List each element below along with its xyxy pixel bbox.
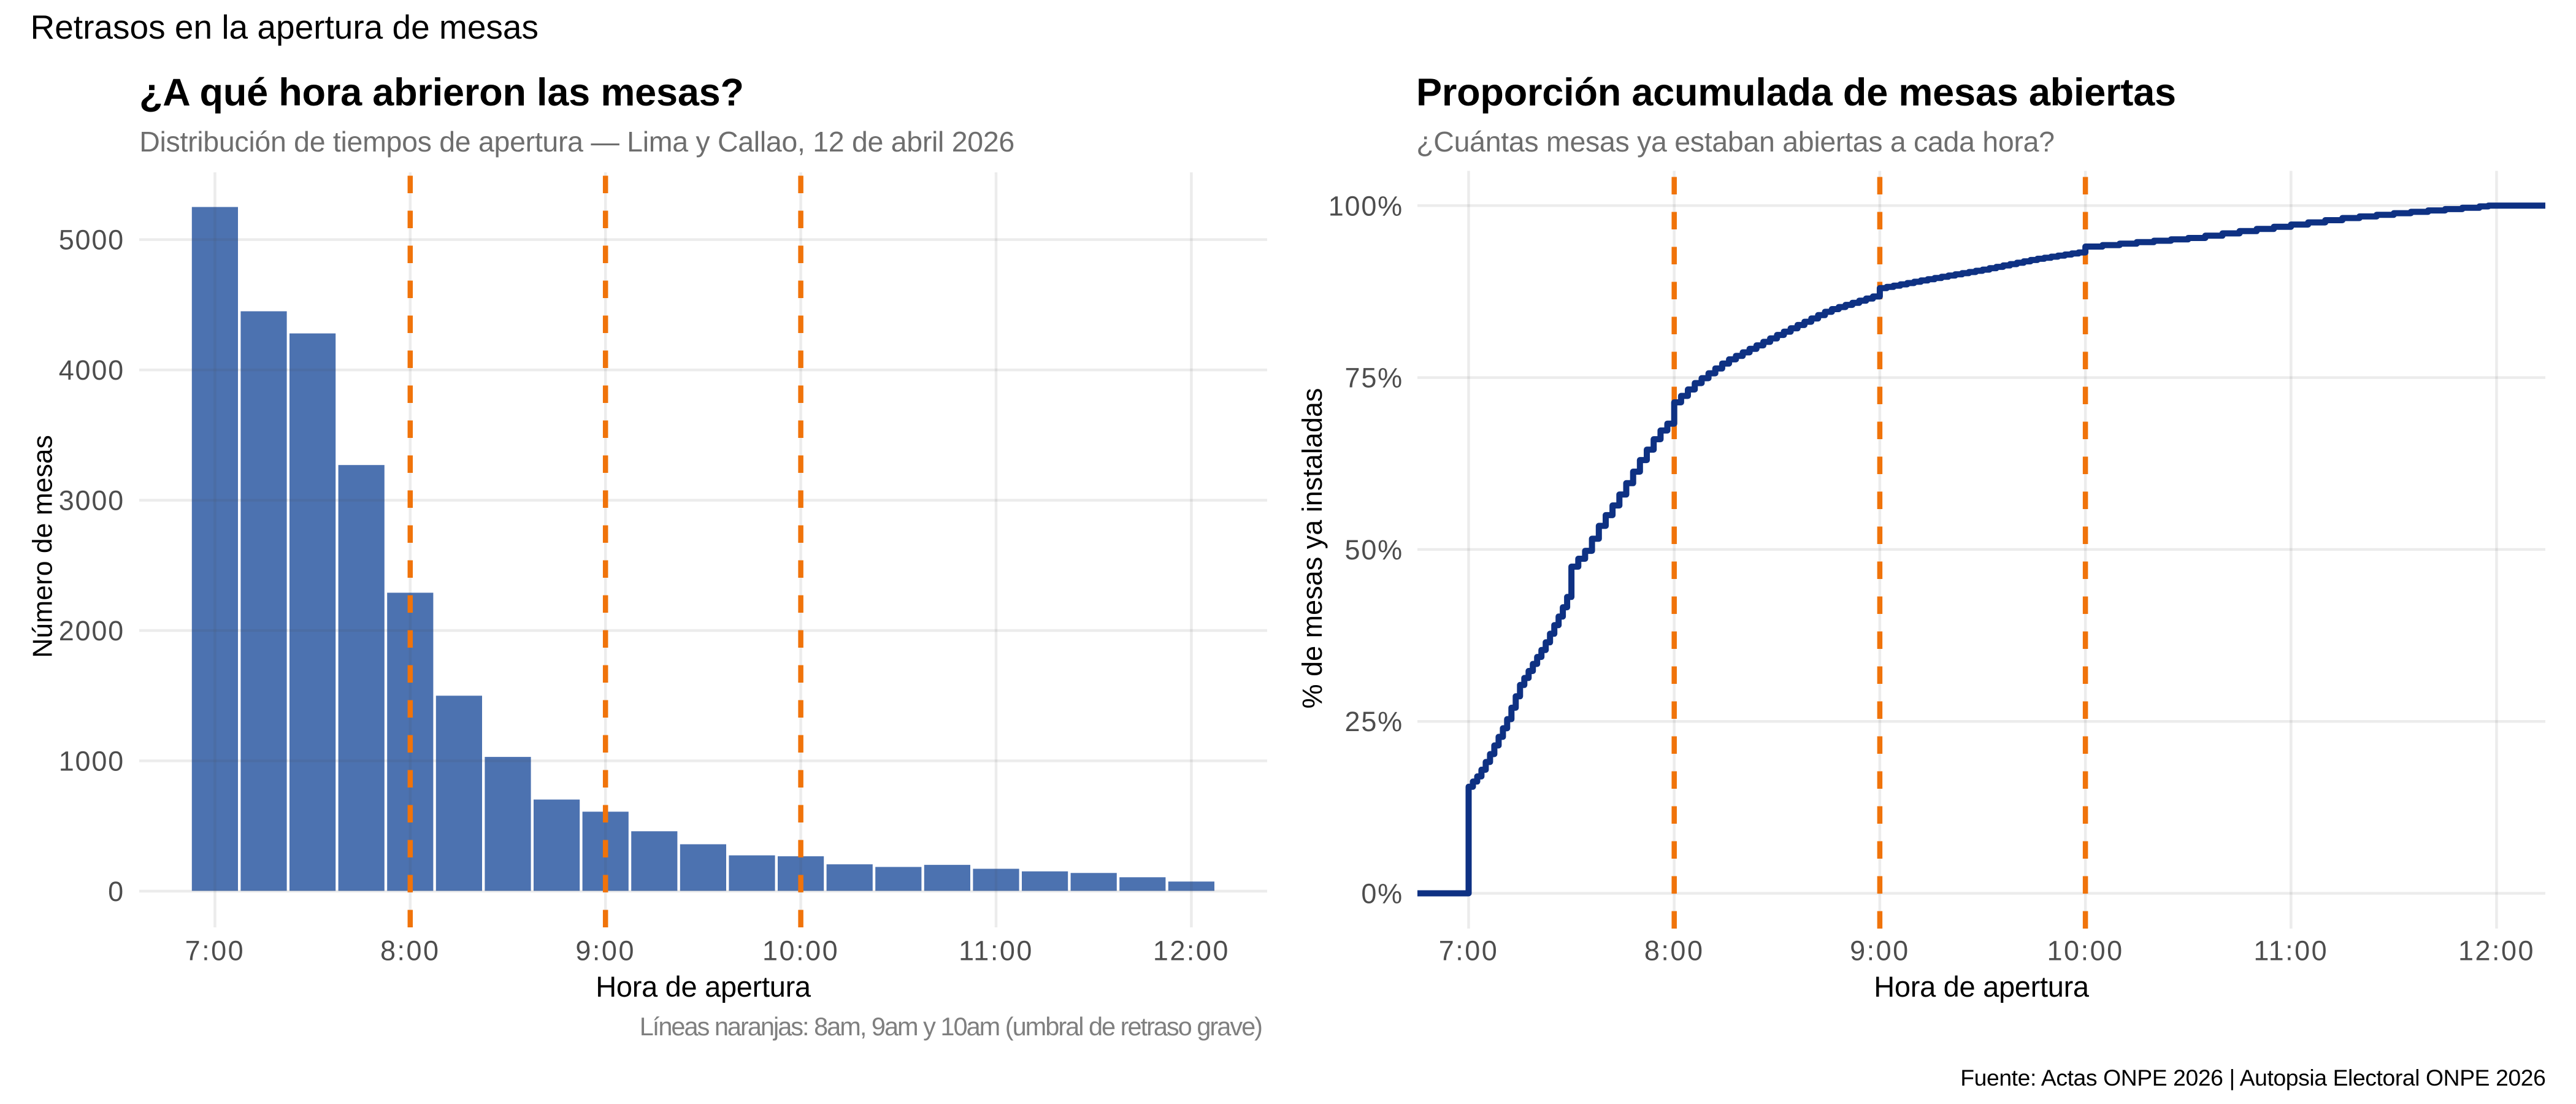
svg-text:9:00: 9:00 <box>575 935 635 966</box>
svg-text:25%: 25% <box>1345 706 1403 737</box>
svg-text:Proporción acumulada de mesas: Proporción acumulada de mesas abiertas <box>1416 71 2176 114</box>
svg-text:2000: 2000 <box>59 615 125 646</box>
svg-text:75%: 75% <box>1345 362 1403 394</box>
svg-text:Líneas naranjas: 8am, 9am y 10: Líneas naranjas: 8am, 9am y 10am (umbral… <box>640 1012 1262 1041</box>
svg-text:10:00: 10:00 <box>762 935 839 966</box>
svg-text:% de mesas ya instaladas: % de mesas ya instaladas <box>1297 388 1328 709</box>
svg-text:8:00: 8:00 <box>1644 935 1704 966</box>
svg-text:5000: 5000 <box>59 224 125 256</box>
svg-text:Hora de apertura: Hora de apertura <box>1874 970 2090 1003</box>
svg-text:9:00: 9:00 <box>1850 935 1910 966</box>
svg-text:Hora de apertura: Hora de apertura <box>596 970 811 1003</box>
svg-text:4000: 4000 <box>59 355 125 386</box>
svg-text:12:00: 12:00 <box>1153 935 1230 966</box>
svg-text:1000: 1000 <box>59 746 125 777</box>
svg-text:11:00: 11:00 <box>959 935 1033 966</box>
svg-text:50%: 50% <box>1345 534 1403 565</box>
svg-text:0%: 0% <box>1361 878 1403 910</box>
svg-text:8:00: 8:00 <box>380 935 440 966</box>
svg-text:¿A qué hora abrieron las mesas: ¿A qué hora abrieron las mesas? <box>139 71 744 114</box>
svg-text:Retrasos en la apertura de mes: Retrasos en la apertura de mesas <box>31 8 539 46</box>
svg-text:10:00: 10:00 <box>2047 935 2124 966</box>
svg-text:7:00: 7:00 <box>1439 935 1499 966</box>
svg-text:3000: 3000 <box>59 485 125 516</box>
svg-text:Fuente: Actas ONPE 2026 | Auto: Fuente: Actas ONPE 2026 | Autopsia Elect… <box>1960 1065 2545 1091</box>
svg-text:7:00: 7:00 <box>185 935 245 966</box>
svg-text:11:00: 11:00 <box>2253 935 2328 966</box>
svg-text:¿Cuántas mesas ya estaban abie: ¿Cuántas mesas ya estaban abiertas a cad… <box>1416 126 2055 158</box>
svg-text:100%: 100% <box>1328 190 1403 221</box>
svg-text:Número de mesas: Número de mesas <box>28 435 58 658</box>
svg-text:12:00: 12:00 <box>2458 935 2535 966</box>
svg-text:0: 0 <box>108 876 125 907</box>
svg-text:Distribución de tiempos de ape: Distribución de tiempos de apertura — Li… <box>139 126 1014 158</box>
